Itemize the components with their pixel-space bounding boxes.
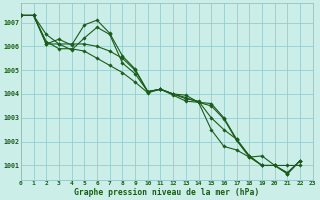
X-axis label: Graphe pression niveau de la mer (hPa): Graphe pression niveau de la mer (hPa) bbox=[74, 188, 260, 197]
